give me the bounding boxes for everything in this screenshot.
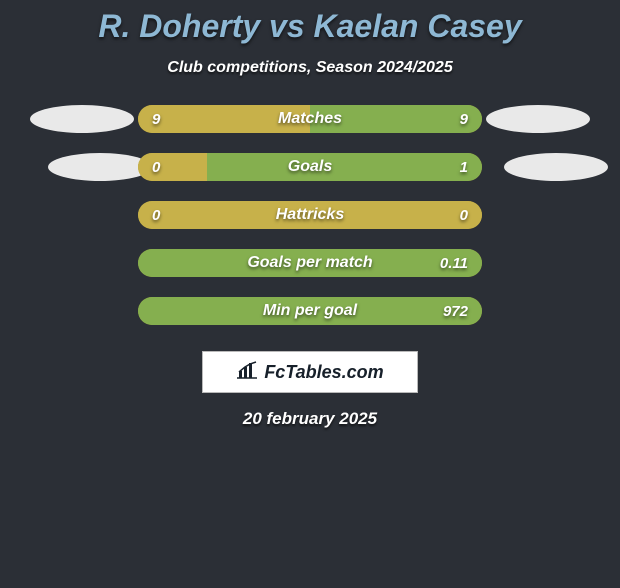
stat-row: Min per goal972	[0, 297, 620, 325]
stat-label: Goals per match	[138, 254, 482, 272]
page-title: R. Doherty vs Kaelan Casey	[0, 8, 620, 45]
stats-rows: Matches99Goals01Hattricks00Goals per mat…	[0, 105, 620, 325]
stat-bar: Goals per match0.11	[138, 249, 482, 277]
stat-value-right: 1	[460, 159, 468, 176]
stat-label: Hattricks	[138, 206, 482, 224]
page-subtitle: Club competitions, Season 2024/2025	[0, 59, 620, 77]
stat-row: Goals0 1	[0, 153, 620, 181]
stat-bar: Min per goal972	[138, 297, 482, 325]
stat-bar: Matches9 9	[138, 105, 482, 133]
stat-row: Goals per match0.11	[0, 249, 620, 277]
stat-bar: Hattricks0 0	[138, 201, 482, 229]
stat-value-left: 0	[152, 207, 160, 224]
stat-bar: Goals0 1	[138, 153, 482, 181]
stat-label: Min per goal	[138, 302, 482, 320]
stat-label: Goals	[138, 158, 482, 176]
brand-box[interactable]: FcTables.com	[202, 351, 418, 393]
stat-value-right: 0	[460, 207, 468, 224]
medal-slot-right	[482, 105, 594, 133]
stat-value-right: 0.11	[440, 255, 468, 272]
stat-row: Hattricks0 0	[0, 201, 620, 229]
stat-value-right: 972	[443, 303, 468, 320]
medal-slot-left	[26, 105, 138, 133]
medal-slot-right	[482, 153, 594, 181]
medal-icon	[486, 105, 590, 133]
medal-slot-left	[26, 153, 138, 181]
stat-value-left: 0	[152, 159, 160, 176]
stat-value-right: 9	[460, 111, 468, 128]
stat-value-left: 9	[152, 111, 160, 128]
bar-chart-icon	[236, 361, 258, 384]
medal-icon	[30, 105, 134, 133]
medal-icon	[504, 153, 608, 181]
stat-label: Matches	[138, 110, 482, 128]
brand-text: FcTables.com	[264, 362, 383, 383]
date-text: 20 february 2025	[0, 409, 620, 429]
medal-icon	[48, 153, 152, 181]
stat-row: Matches9 9	[0, 105, 620, 133]
